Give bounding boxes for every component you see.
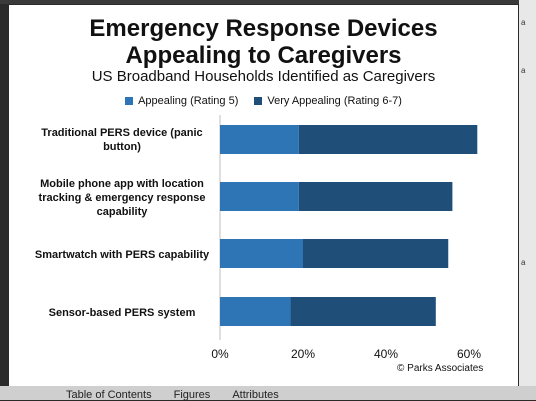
tab-table-of-contents[interactable]: Table of Contents <box>66 389 152 401</box>
bar-segment-appealing <box>220 125 299 154</box>
category-label-line: button) <box>103 141 141 153</box>
legend-item-very-appealing: Very Appealing (Rating 6-7) <box>254 95 402 107</box>
x-tick-label: 0% <box>211 347 229 361</box>
category-label-sensor-based: Sensor-based PERS system <box>27 306 217 320</box>
tab-attributes[interactable]: Attributes <box>232 389 279 401</box>
legend-item-appealing: Appealing (Rating 5) <box>125 95 238 107</box>
category-label-line: Smartwatch with PERS capability <box>34 249 210 261</box>
category-label-line: Mobile phone app with location <box>40 178 204 190</box>
bar-segment-appealing <box>220 239 303 268</box>
category-label-line: Sensor-based PERS system <box>48 307 196 319</box>
chart-source: © Parks Associates <box>397 363 484 374</box>
bar-segment-appealing <box>220 182 299 211</box>
background-page-strip: a a a <box>519 0 536 400</box>
chart-plot <box>219 115 478 340</box>
bar-segment-very-appealing <box>303 239 449 268</box>
tab-figures[interactable]: Figures <box>173 389 211 401</box>
background-tab-bar <box>0 386 536 400</box>
chart-title-line-1: Emergency Response Devices <box>89 15 438 42</box>
background-text-fragment: a <box>521 18 526 27</box>
background-text-fragment: a <box>521 258 526 267</box>
category-label-smartwatch: Smartwatch with PERS capability <box>27 248 217 262</box>
category-label-mobile-app: Mobile phone app with location tracking … <box>27 177 217 219</box>
bar-segment-appealing <box>220 297 291 326</box>
chart-title-line-2: Appealing to Caregivers <box>125 42 402 69</box>
x-tick-label: 40% <box>373 347 399 361</box>
bar-segment-very-appealing <box>298 125 478 154</box>
x-tick-label: 20% <box>290 347 316 361</box>
legend-swatch-appealing <box>125 97 134 105</box>
category-label-traditional-pers: Traditional PERS device (panic button) <box>27 126 217 154</box>
category-label-line: capability <box>96 206 148 218</box>
chart-card: Emergency Response Devices Appealing to … <box>9 5 518 386</box>
bar-segment-very-appealing <box>298 182 453 211</box>
legend-label-appealing: Appealing (Rating 5) <box>138 95 239 107</box>
chart-legend: Appealing (Rating 5) Very Appealing (Rat… <box>9 95 518 107</box>
bar-segment-very-appealing <box>290 297 436 326</box>
legend-swatch-very-appealing <box>254 97 263 105</box>
category-label-line: tracking & emergency response <box>38 192 206 204</box>
category-label-line: Traditional PERS device (panic <box>41 127 203 139</box>
chart-title: Emergency Response Devices Appealing to … <box>9 15 518 69</box>
legend-label-very-appealing: Very Appealing (Rating 6-7) <box>267 95 402 107</box>
x-tick-label: 60% <box>456 347 482 361</box>
background-tabs: Table of Contents Figures Attributes <box>66 389 279 401</box>
background-window-edge <box>0 0 536 4</box>
chart-subtitle: US Broadband Households Identified as Ca… <box>91 68 436 85</box>
background-text-fragment: a <box>521 66 526 75</box>
